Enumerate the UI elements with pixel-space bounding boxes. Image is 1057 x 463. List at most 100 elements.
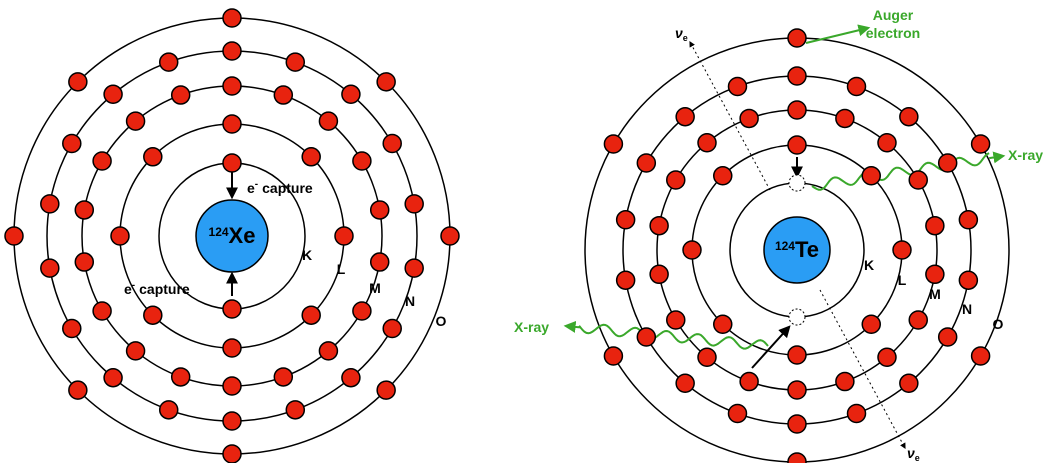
charge: -	[255, 179, 258, 190]
electron	[222, 8, 242, 28]
electron	[666, 310, 686, 330]
electron	[787, 414, 807, 434]
shell-label: N	[405, 293, 415, 309]
shell-label: O	[993, 316, 1004, 332]
nucleus	[763, 216, 831, 284]
electron	[301, 147, 321, 167]
electron	[103, 367, 123, 388]
electron-symbol: e	[247, 180, 255, 196]
electron	[603, 346, 624, 366]
electron	[110, 226, 130, 246]
xray-arrow	[563, 320, 581, 333]
neutrino-path	[819, 289, 906, 450]
electron	[273, 367, 294, 387]
electron	[958, 270, 979, 290]
electron	[334, 226, 354, 246]
nucleus-label: 124Te	[775, 237, 819, 262]
electron	[352, 151, 372, 171]
electron	[273, 85, 294, 105]
electron	[636, 153, 657, 173]
electron	[341, 367, 361, 388]
electron	[404, 194, 424, 214]
electron	[877, 133, 897, 153]
electron-symbol: e	[124, 281, 132, 297]
shell-label: K	[864, 257, 874, 273]
electron	[369, 200, 390, 220]
electron	[846, 76, 867, 97]
electron	[222, 299, 242, 319]
electron	[125, 341, 146, 361]
electron	[835, 371, 855, 392]
auger-arrow	[805, 24, 871, 44]
electron	[143, 147, 163, 167]
neutrino-subscript: e	[915, 453, 920, 463]
electron	[103, 84, 123, 105]
xray-label: X-ray	[514, 319, 549, 335]
electron	[787, 28, 807, 48]
electron	[404, 258, 424, 278]
electron	[970, 346, 991, 366]
electron	[697, 347, 717, 367]
electron	[787, 452, 807, 463]
electron	[62, 318, 82, 339]
electron	[937, 327, 958, 347]
arrow	[751, 325, 791, 369]
electron	[74, 200, 95, 220]
electron	[382, 133, 402, 154]
electrons	[4, 8, 991, 463]
electron	[603, 134, 624, 154]
electron	[170, 85, 191, 105]
capture-label: e-capture	[247, 179, 313, 196]
electron	[285, 400, 306, 420]
electron	[222, 376, 242, 396]
electron	[682, 240, 702, 260]
electron	[376, 380, 396, 400]
electron	[787, 345, 807, 365]
electron	[958, 210, 979, 230]
xray-arrow	[989, 151, 1006, 164]
electron	[636, 327, 657, 347]
element-symbol: Te	[795, 237, 819, 262]
electron	[62, 133, 82, 154]
capture-label: e-capture	[124, 280, 190, 297]
electron	[92, 301, 112, 321]
electron	[846, 403, 867, 424]
electron	[341, 84, 361, 105]
capture-text: capture	[262, 180, 313, 196]
electron	[970, 134, 991, 154]
shell-label: K	[302, 247, 312, 263]
electron	[697, 133, 717, 153]
decorations	[226, 24, 1006, 450]
electron	[68, 72, 88, 92]
electron	[74, 252, 95, 272]
neutrino-label: νe	[907, 445, 920, 463]
electron	[4, 226, 24, 246]
electron	[787, 135, 807, 155]
shell-label: L	[337, 261, 346, 277]
electron	[143, 305, 163, 325]
electron	[649, 215, 669, 236]
electron	[318, 111, 339, 131]
neutrino-label: νe	[675, 25, 688, 43]
electron	[727, 76, 748, 97]
electron	[861, 166, 881, 186]
electron	[861, 314, 881, 334]
electron	[318, 341, 339, 361]
xray-wave	[811, 152, 990, 191]
electron	[158, 52, 179, 72]
electron	[787, 66, 807, 86]
auger-label: electron	[866, 25, 920, 41]
electron	[158, 400, 179, 420]
electron	[222, 411, 242, 431]
neutrino-subscript: e	[683, 33, 688, 43]
electron	[877, 347, 897, 367]
vacancy	[788, 174, 806, 192]
shell-label: O	[436, 313, 447, 329]
electron	[222, 41, 242, 61]
electron	[40, 194, 60, 214]
electron	[125, 111, 146, 131]
electron	[739, 108, 759, 129]
electron	[787, 100, 807, 120]
electron	[899, 106, 919, 127]
